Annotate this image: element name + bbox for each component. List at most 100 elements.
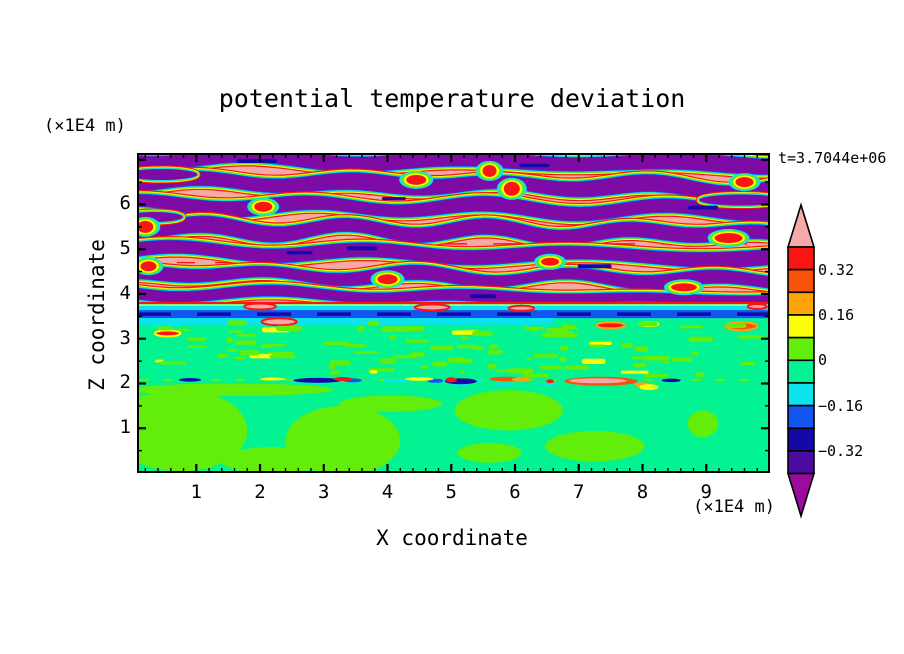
x-tick-label: 1 (190, 481, 202, 503)
x-tick-label: 3 (318, 481, 330, 503)
speckle (451, 330, 478, 335)
speckle (507, 368, 535, 374)
x-tick-label: 9 (700, 481, 712, 503)
colorbar-box (787, 291, 815, 316)
speckle (330, 370, 340, 375)
speckle (217, 353, 229, 358)
speckle (269, 354, 296, 359)
colorbar-box (787, 427, 815, 452)
speckle (186, 345, 207, 349)
speckle (233, 356, 246, 360)
speckle (388, 334, 397, 340)
warm-oval (595, 321, 626, 330)
speckle (695, 372, 705, 377)
speckle (642, 355, 670, 361)
navy-patch (347, 246, 378, 251)
speckle (662, 360, 671, 364)
navy-patch (236, 159, 277, 164)
speckle (486, 349, 503, 355)
colorbar-label: 0 (818, 351, 828, 370)
speckle (589, 344, 604, 348)
speckle (552, 333, 579, 338)
hotspot-ring (406, 174, 427, 185)
interface-blob (260, 377, 286, 381)
hotspot-ring (482, 164, 497, 177)
bottom-blob (687, 410, 719, 438)
speckle (456, 344, 479, 349)
navy-patch (688, 205, 719, 210)
speckle (405, 339, 428, 343)
speckle (620, 343, 633, 348)
speckle (432, 361, 448, 367)
bottom-blob (339, 395, 442, 412)
colorbar-under-arrow (786, 472, 816, 519)
hotspot-ring (735, 177, 754, 188)
speckle (322, 341, 350, 345)
speckle (672, 357, 693, 362)
speckle (560, 325, 578, 330)
speckle (581, 358, 606, 364)
chart-title: potential temperature deviation (218, 84, 686, 113)
speckle (539, 365, 562, 370)
bottom-blob (544, 430, 645, 462)
x-axis-title: X coordinate (376, 526, 528, 550)
z-tick-label: 3 (119, 326, 131, 349)
speckle (589, 341, 612, 346)
bottom-blob (457, 443, 522, 463)
colorbar-label: 0.16 (818, 305, 855, 324)
speckle (620, 370, 649, 374)
speckle (277, 352, 285, 357)
speckle (638, 321, 658, 327)
bottom-blob (137, 383, 334, 397)
z-tick-label: 2 (119, 371, 131, 394)
timestamp-label: t=3.7044e+06 (778, 149, 887, 167)
interface-blob (569, 378, 627, 384)
speckle (529, 327, 538, 332)
hotspot-ring (137, 220, 154, 233)
speckle (643, 373, 669, 377)
purple-band (137, 285, 770, 309)
navy-patch (577, 264, 612, 269)
speckle (409, 352, 425, 357)
colorbar-box (787, 268, 815, 294)
speckle (726, 323, 747, 328)
speckle (178, 328, 190, 332)
speckle (379, 358, 397, 364)
colorbar-label: 0.32 (818, 260, 855, 279)
speckle (158, 361, 187, 365)
speckle (353, 351, 380, 354)
navy-patch (519, 163, 550, 168)
speckle (691, 350, 699, 356)
colorbar (786, 202, 816, 519)
band-fragment (137, 168, 198, 180)
purple-band (137, 171, 770, 201)
speckle (226, 337, 234, 343)
x-tick-label: 4 (381, 481, 394, 503)
speckle (533, 354, 558, 358)
warm-oval (243, 302, 277, 311)
speckle (227, 320, 247, 326)
speckle (345, 344, 366, 348)
speckle (408, 325, 424, 332)
speckle (461, 336, 469, 340)
bottom-blob (137, 394, 174, 418)
speckle (367, 320, 380, 326)
purple-band (137, 153, 770, 175)
speckle (448, 356, 466, 363)
speckle (489, 344, 498, 349)
speckle (558, 356, 567, 363)
bottom-blob (454, 390, 563, 431)
hotspot-ring (670, 283, 697, 292)
x-axis-unit-label: (×1E4 m) (693, 497, 775, 517)
z-tick-label: 1 (119, 416, 131, 439)
interface-blob (511, 377, 531, 382)
colorbar-box (787, 314, 815, 339)
x-tick-label: 7 (573, 481, 585, 503)
hotspot-ring (714, 233, 743, 244)
colorbar-box (787, 246, 815, 271)
purple-band (137, 194, 770, 221)
speckle (679, 325, 703, 329)
x-tick-label: 5 (445, 481, 457, 503)
warm-oval (413, 303, 451, 312)
speckle (546, 333, 554, 338)
